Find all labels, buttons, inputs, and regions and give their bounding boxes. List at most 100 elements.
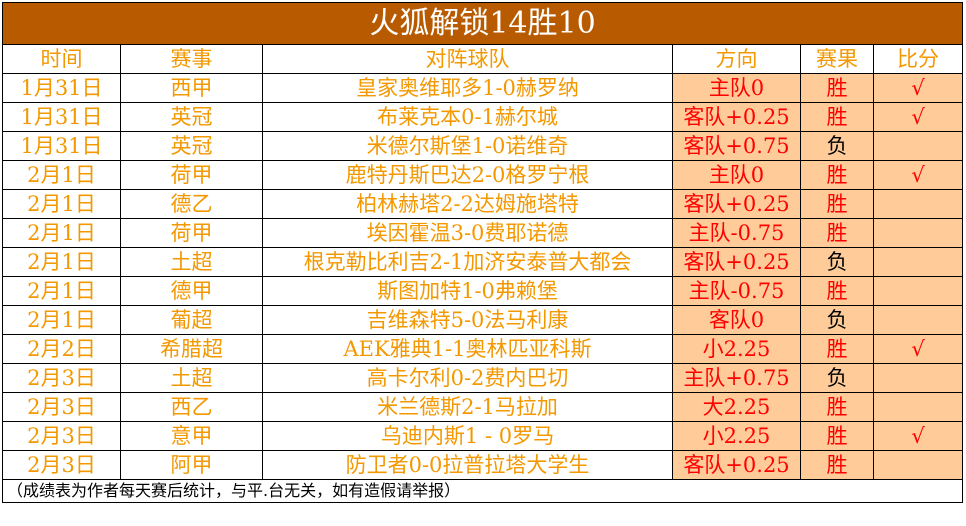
score-cell <box>872 392 964 422</box>
match-cell: 米兰德斯2-1马拉加 <box>262 392 673 422</box>
direction-cell: 小2.25 <box>672 421 801 451</box>
result-cell: 负 <box>800 131 874 161</box>
result-cell: 胜 <box>800 102 874 132</box>
date-cell: 2月3日 <box>2 392 121 422</box>
header-date: 时间 <box>2 44 121 74</box>
result-cell: 胜 <box>800 392 874 422</box>
match-cell: 乌迪内斯1 - 0罗马 <box>262 421 673 451</box>
direction-cell: 客队+0.25 <box>672 102 801 132</box>
direction-cell: 主队-0.75 <box>672 218 801 248</box>
match-cell: 鹿特丹斯巴达2-0格罗宁根 <box>262 160 673 190</box>
table-title: 火狐解锁14胜10 <box>1 2 964 45</box>
table-row: 2月1日 德乙 柏林赫塔2-2达姆施塔特 客队+0.25 胜 <box>2 189 964 219</box>
result-cell: 胜 <box>800 160 874 190</box>
date-cell: 2月1日 <box>2 276 121 306</box>
match-cell: 斯图加特1-0弗赖堡 <box>262 276 673 306</box>
match-cell: 防卫者0-0拉普拉塔大学生 <box>262 450 673 480</box>
league-cell: 荷甲 <box>120 218 263 248</box>
result-cell: 负 <box>800 363 874 393</box>
score-cell <box>872 450 964 480</box>
match-cell: 皇家奥维耶多1-0赫罗纳 <box>262 73 673 103</box>
date-cell: 1月31日 <box>2 102 121 132</box>
result-cell: 胜 <box>800 218 874 248</box>
direction-cell: 大2.25 <box>672 392 801 422</box>
table-row: 2月1日 德甲 斯图加特1-0弗赖堡 主队-0.75 胜 <box>2 276 964 306</box>
direction-cell: 客队+0.25 <box>672 247 801 277</box>
footer-note: （成绩表为作者每天赛后统计，与平.台无关，如有造假请举报） <box>1 479 964 503</box>
date-cell: 2月3日 <box>2 421 121 451</box>
date-cell: 2月1日 <box>2 189 121 219</box>
header-score: 比分 <box>872 44 964 74</box>
score-cell: √ <box>872 73 964 103</box>
league-cell: 土超 <box>120 363 263 393</box>
direction-cell: 主队0 <box>672 160 801 190</box>
league-cell: 意甲 <box>120 421 263 451</box>
direction-cell: 小2.25 <box>672 334 801 364</box>
league-cell: 土超 <box>120 247 263 277</box>
header-league: 赛事 <box>120 44 263 74</box>
league-cell: 荷甲 <box>120 160 263 190</box>
table-row: 2月1日 荷甲 埃因霍温3-0费耶诺德 主队-0.75 胜 <box>2 218 964 248</box>
score-cell: √ <box>872 160 964 190</box>
match-cell: 吉维森特5-0法马利康 <box>262 305 673 335</box>
league-cell: 德乙 <box>120 189 263 219</box>
direction-cell: 主队+0.75 <box>672 363 801 393</box>
result-cell: 负 <box>800 247 874 277</box>
league-cell: 英冠 <box>120 131 263 161</box>
date-cell: 2月1日 <box>2 305 121 335</box>
date-cell: 1月31日 <box>2 73 121 103</box>
result-cell: 胜 <box>800 334 874 364</box>
direction-cell: 主队-0.75 <box>672 276 801 306</box>
score-cell <box>872 131 964 161</box>
league-cell: 阿甲 <box>120 450 263 480</box>
match-cell: 根克勒比利吉2-1加济安泰普大都会 <box>262 247 673 277</box>
league-cell: 西甲 <box>120 73 263 103</box>
table-row: 1月31日 英冠 米德尔斯堡1-0诺维奇 客队+0.75 负 <box>2 131 964 161</box>
league-cell: 英冠 <box>120 102 263 132</box>
score-cell <box>872 363 964 393</box>
header-direction: 方向 <box>672 44 801 74</box>
score-cell <box>872 189 964 219</box>
date-cell: 2月3日 <box>2 450 121 480</box>
table-row: 2月3日 土超 高卡尔利0-2费内巴切 主队+0.75 负 <box>2 363 964 393</box>
direction-cell: 客队0 <box>672 305 801 335</box>
table-row: 2月3日 意甲 乌迪内斯1 - 0罗马 小2.25 胜 √ <box>2 421 964 451</box>
direction-cell: 客队+0.25 <box>672 189 801 219</box>
score-cell: √ <box>872 102 964 132</box>
match-cell: 高卡尔利0-2费内巴切 <box>262 363 673 393</box>
score-cell: √ <box>872 421 964 451</box>
league-cell: 德甲 <box>120 276 263 306</box>
date-cell: 2月3日 <box>2 363 121 393</box>
header-match: 对阵球队 <box>262 44 673 74</box>
match-cell: 埃因霍温3-0费耶诺德 <box>262 218 673 248</box>
direction-cell: 客队+0.25 <box>672 450 801 480</box>
league-cell: 西乙 <box>120 392 263 422</box>
result-cell: 胜 <box>800 450 874 480</box>
direction-cell: 客队+0.75 <box>672 131 801 161</box>
result-cell: 胜 <box>800 276 874 306</box>
match-cell: 布莱克本0-1赫尔城 <box>262 102 673 132</box>
table-row: 2月1日 土超 根克勒比利吉2-1加济安泰普大都会 客队+0.25 负 <box>2 247 964 277</box>
table-row: 2月3日 阿甲 防卫者0-0拉普拉塔大学生 客队+0.25 胜 <box>2 450 964 480</box>
direction-cell: 主队0 <box>672 73 801 103</box>
match-cell: 柏林赫塔2-2达姆施塔特 <box>262 189 673 219</box>
score-cell: √ <box>872 334 964 364</box>
results-table: 火狐解锁14胜10 时间 赛事 对阵球队 方向 赛果 比分 1月31日 西甲 皇家奥… <box>1 2 964 503</box>
score-cell <box>872 305 964 335</box>
match-cell: AEK雅典1-1奥林匹亚科斯 <box>262 334 673 364</box>
score-cell <box>872 218 964 248</box>
result-cell: 胜 <box>800 189 874 219</box>
match-cell: 米德尔斯堡1-0诺维奇 <box>262 131 673 161</box>
league-cell: 希腊超 <box>120 334 263 364</box>
score-cell <box>872 276 964 306</box>
date-cell: 1月31日 <box>2 131 121 161</box>
date-cell: 2月1日 <box>2 218 121 248</box>
league-cell: 葡超 <box>120 305 263 335</box>
result-cell: 胜 <box>800 421 874 451</box>
table-row: 1月31日 西甲 皇家奥维耶多1-0赫罗纳 主队0 胜 √ <box>2 73 964 103</box>
result-cell: 胜 <box>800 73 874 103</box>
date-cell: 2月1日 <box>2 247 121 277</box>
table-row: 2月3日 西乙 米兰德斯2-1马拉加 大2.25 胜 <box>2 392 964 422</box>
table-row: 2月2日 希腊超 AEK雅典1-1奥林匹亚科斯 小2.25 胜 √ <box>2 334 964 364</box>
results-sheet: 火狐解锁14胜10 时间 赛事 对阵球队 方向 赛果 比分 1月31日 西甲 皇家奥… <box>1 2 964 503</box>
